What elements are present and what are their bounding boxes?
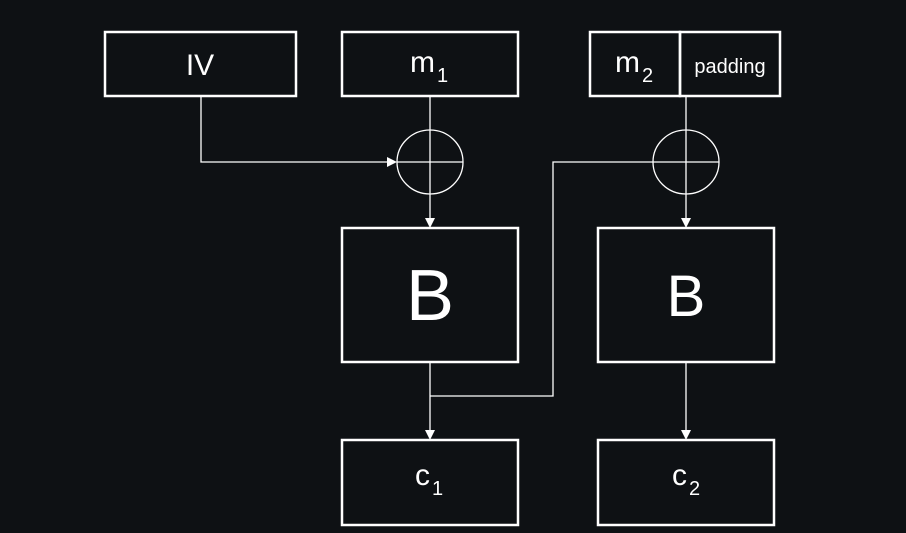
m1-base: m (410, 46, 435, 79)
xor-node-2 (652, 129, 720, 195)
c1-base: c (415, 459, 430, 492)
m1-subscript: 1 (437, 65, 448, 87)
block-cipher-2: B (596, 226, 776, 364)
connector-block2-to-c2 (681, 362, 691, 440)
block-cipher-1: B (340, 226, 520, 364)
padding-box (678, 30, 782, 98)
xor-node-1 (396, 129, 464, 195)
iv-label: IV (186, 49, 214, 82)
m2-subscript: 2 (642, 65, 653, 87)
connector-c1-feedback-to-xor2 (430, 161, 653, 397)
connector-xor2-to-block2 (681, 194, 691, 228)
connector-xor1-to-block1 (425, 194, 435, 228)
block-cipher-1-label: B (406, 256, 454, 336)
iv-node: IV (103, 30, 298, 98)
connector-iv-to-xor1 (200, 96, 397, 167)
padding-label: padding (694, 56, 765, 78)
c1-box (340, 438, 520, 527)
padding-node: padding (678, 30, 782, 98)
c2-base: c (672, 459, 687, 492)
c1-subscript: 1 (432, 478, 443, 500)
block-cipher-2-label: B (667, 264, 706, 329)
connector-block1-to-c1 (425, 362, 435, 440)
c2-subscript: 2 (689, 478, 700, 500)
m2-base: m (615, 46, 640, 79)
